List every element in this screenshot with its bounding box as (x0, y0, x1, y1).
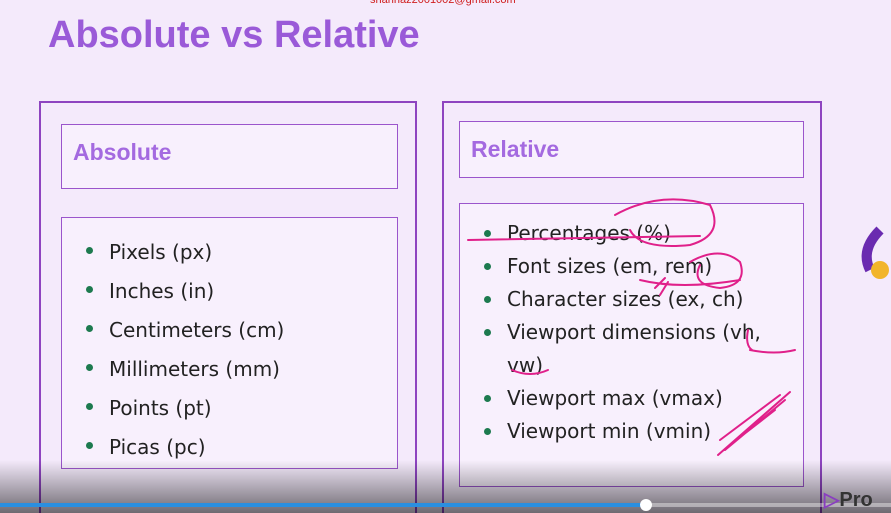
relative-list-box: Percentages (%) Font sizes (em, rem) Chara… (459, 203, 804, 487)
progress-handle[interactable] (640, 499, 652, 511)
list-item: Points (pt) (62, 396, 397, 435)
list-item: Millimeters (mm) (62, 357, 397, 396)
heading: Relative (471, 136, 560, 162)
relative-heading-box: Relative (459, 121, 804, 178)
list-item: Pixels (px) (62, 240, 397, 279)
absolute-list-box: Pixels (px) Inches (in) Centimeters (cm) Mi… (61, 217, 398, 469)
watermark: shahnaz2001002@gmail.com (370, 0, 516, 6)
list-item: Viewport min (vmin) (460, 415, 795, 448)
absolute-panel (39, 101, 417, 513)
progress-fill (0, 503, 646, 507)
list: Percentages (%) Font sizes (em, rem) Chara… (460, 204, 795, 448)
list-item: Viewport max (vmax) (460, 382, 795, 415)
slide-title: Absolute vs Relative (48, 14, 420, 56)
absolute-heading-box: Absolute (61, 124, 398, 189)
list-item: Character sizes (ex, ch) (460, 283, 795, 316)
brand-icon: ▷ (824, 489, 840, 511)
heading: Absolute (73, 139, 172, 165)
list-item: Inches (in) (62, 279, 397, 318)
list-item: Picas (pc) (62, 435, 397, 474)
list-item: Centimeters (cm) (62, 318, 397, 357)
relative-panel (442, 101, 822, 513)
brand: ▷Pro (824, 487, 873, 512)
brand-text: Pro (839, 489, 873, 511)
list: Pixels (px) Inches (in) Centimeters (cm) Mi… (62, 218, 397, 474)
list-item: Font sizes (em, rem) (460, 250, 795, 283)
list-item: Viewport dimensions (vh, vw) (460, 316, 795, 382)
